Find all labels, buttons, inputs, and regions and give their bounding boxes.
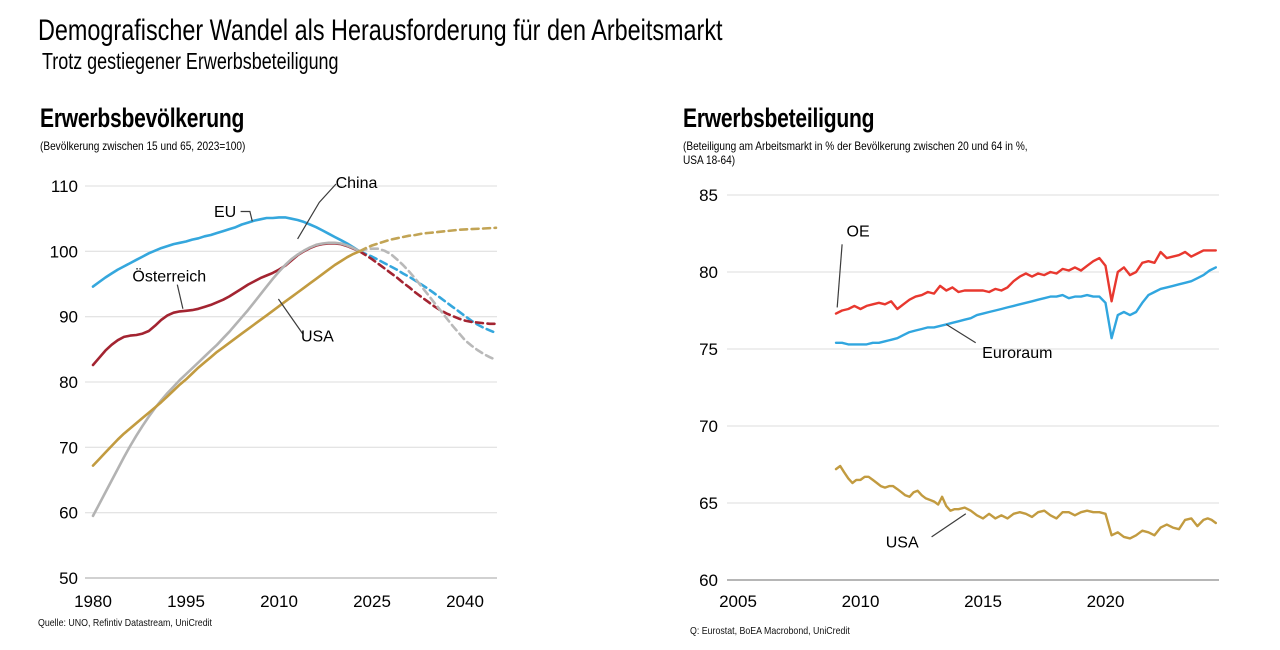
y-tick-label-65: 65 (699, 494, 718, 513)
x-tick-label-2010: 2010 (260, 592, 298, 611)
series-line-eu-projektion (358, 250, 498, 335)
annotation-connector-euroraum (945, 323, 977, 344)
x-tick-label-1995: 1995 (167, 592, 205, 611)
series-line-osterreich-projektion (358, 250, 498, 326)
x-tick-label-2010: 2010 (842, 592, 880, 611)
annotation-connector-usa (277, 298, 304, 334)
right-chart-subtitle: (Beteiligung am Arbeitsmarkt in % der Be… (683, 139, 1028, 168)
y-tick-label-80: 80 (59, 373, 78, 392)
series-line-usa-projektion (358, 226, 498, 253)
annotation-label-euroraum: Euroraum (982, 345, 1052, 362)
annotation-label-china: China (336, 175, 378, 192)
y-tick-label-110: 110 (51, 177, 78, 196)
x-tick-label-2005: 2005 (719, 592, 757, 611)
series-line-china (91, 241, 361, 518)
annotation-connector-china (297, 183, 337, 240)
y-tick-label-60: 60 (59, 504, 78, 523)
x-tick-label-2040: 2040 (446, 592, 484, 611)
annotation-label-usa: USA (301, 329, 334, 346)
annotation-label-osterreich: Österreich (132, 268, 206, 286)
annotation-label-oe: OE (847, 223, 870, 240)
x-tick-label-2025: 2025 (353, 592, 391, 611)
y-tick-label-70: 70 (699, 417, 718, 436)
annotation-label-eu: EU (214, 204, 236, 221)
left-chart-source: Quelle: UNO, Refintiv Datastream, UniCre… (38, 617, 213, 629)
x-tick-label-2015: 2015 (964, 592, 1002, 611)
series-line-oe (834, 249, 1217, 315)
x-tick-label-2020: 2020 (1087, 592, 1125, 611)
y-tick-label-85: 85 (699, 186, 718, 205)
y-tick-label-80: 80 (699, 263, 718, 282)
series-line-china-projektion (358, 247, 498, 362)
right-chart-plot: 60 65 70 75 80 85 2005 2010 2015 2020 OE Euroraum US… (690, 170, 1280, 630)
series-line-euroraum (834, 266, 1217, 346)
y-tick-label-60: 60 (699, 571, 718, 590)
series-line-usa (91, 250, 361, 467)
chart-canvas-erwerbsbeteiligung: 60 65 70 75 80 85 2005 2010 2015 2020 OE Euroraum US… (699, 186, 1219, 611)
annotation-connector-usa (931, 513, 967, 538)
chart-canvas-erwerbsbevolkerung: 50 60 70 80 90 100 110 1980 1995 2010 2025 2040 EU Ch… (50, 175, 498, 611)
y-tick-label-50: 50 (59, 569, 78, 588)
left-chart-title: Erwerbsbevölkerung (40, 103, 245, 133)
annotation-connector-oe (836, 244, 843, 308)
right-chart-title: Erwerbsbeteiligung (683, 103, 875, 133)
page-subtitle: Trotz gestiegener Erwerbsbeteiligung (42, 48, 339, 74)
y-tick-label-70: 70 (59, 438, 78, 457)
y-tick-label-90: 90 (59, 308, 78, 327)
annotation-connector-eu (240, 210, 253, 222)
page-title: Demografischer Wandel als Herausforderun… (38, 14, 723, 47)
annotation-label-usa: USA (886, 535, 919, 552)
series-line-eu (91, 216, 361, 288)
y-tick-label-75: 75 (699, 340, 718, 359)
left-chart-plot: 50 60 70 80 90 100 110 1980 1995 2010 2025 2040 EU Ch… (30, 170, 550, 630)
x-tick-label-1980: 1980 (74, 592, 112, 611)
left-chart-subtitle: (Bevölkerung zwischen 15 und 65, 2023=10… (40, 139, 246, 153)
series-line-usa (834, 464, 1217, 540)
right-chart-source: Q: Eurostat, BoEA Macrobond, UniCredit (690, 625, 850, 637)
annotation-connector-osterreich (176, 284, 184, 309)
y-tick-label-100: 100 (50, 242, 78, 261)
